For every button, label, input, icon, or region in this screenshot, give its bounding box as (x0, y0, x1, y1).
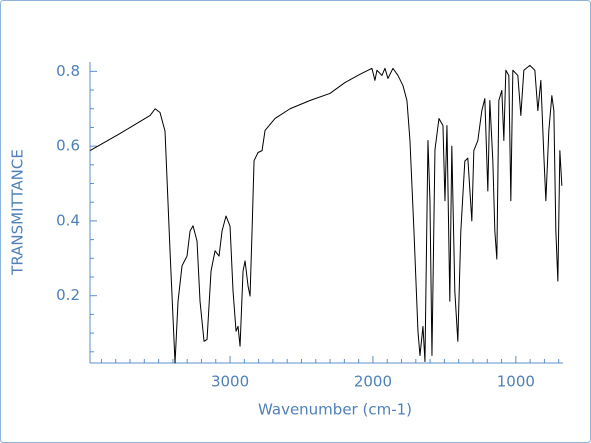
y-tick-label: 0.4 (56, 211, 80, 229)
x-tick-label: 3000 (211, 373, 249, 391)
y-axis-label: TRANSMITTANCE (9, 149, 27, 276)
spectrum-line (89, 64, 563, 364)
x-axis-label: Wavenumber (cm-1) (258, 401, 412, 419)
x-tick-label: 1000 (497, 373, 535, 391)
y-tick-label: 0.2 (56, 286, 80, 304)
y-tick-label: 0.6 (56, 137, 80, 155)
x-tick-label: 2000 (354, 373, 392, 391)
y-tick-label: 0.8 (56, 62, 80, 80)
